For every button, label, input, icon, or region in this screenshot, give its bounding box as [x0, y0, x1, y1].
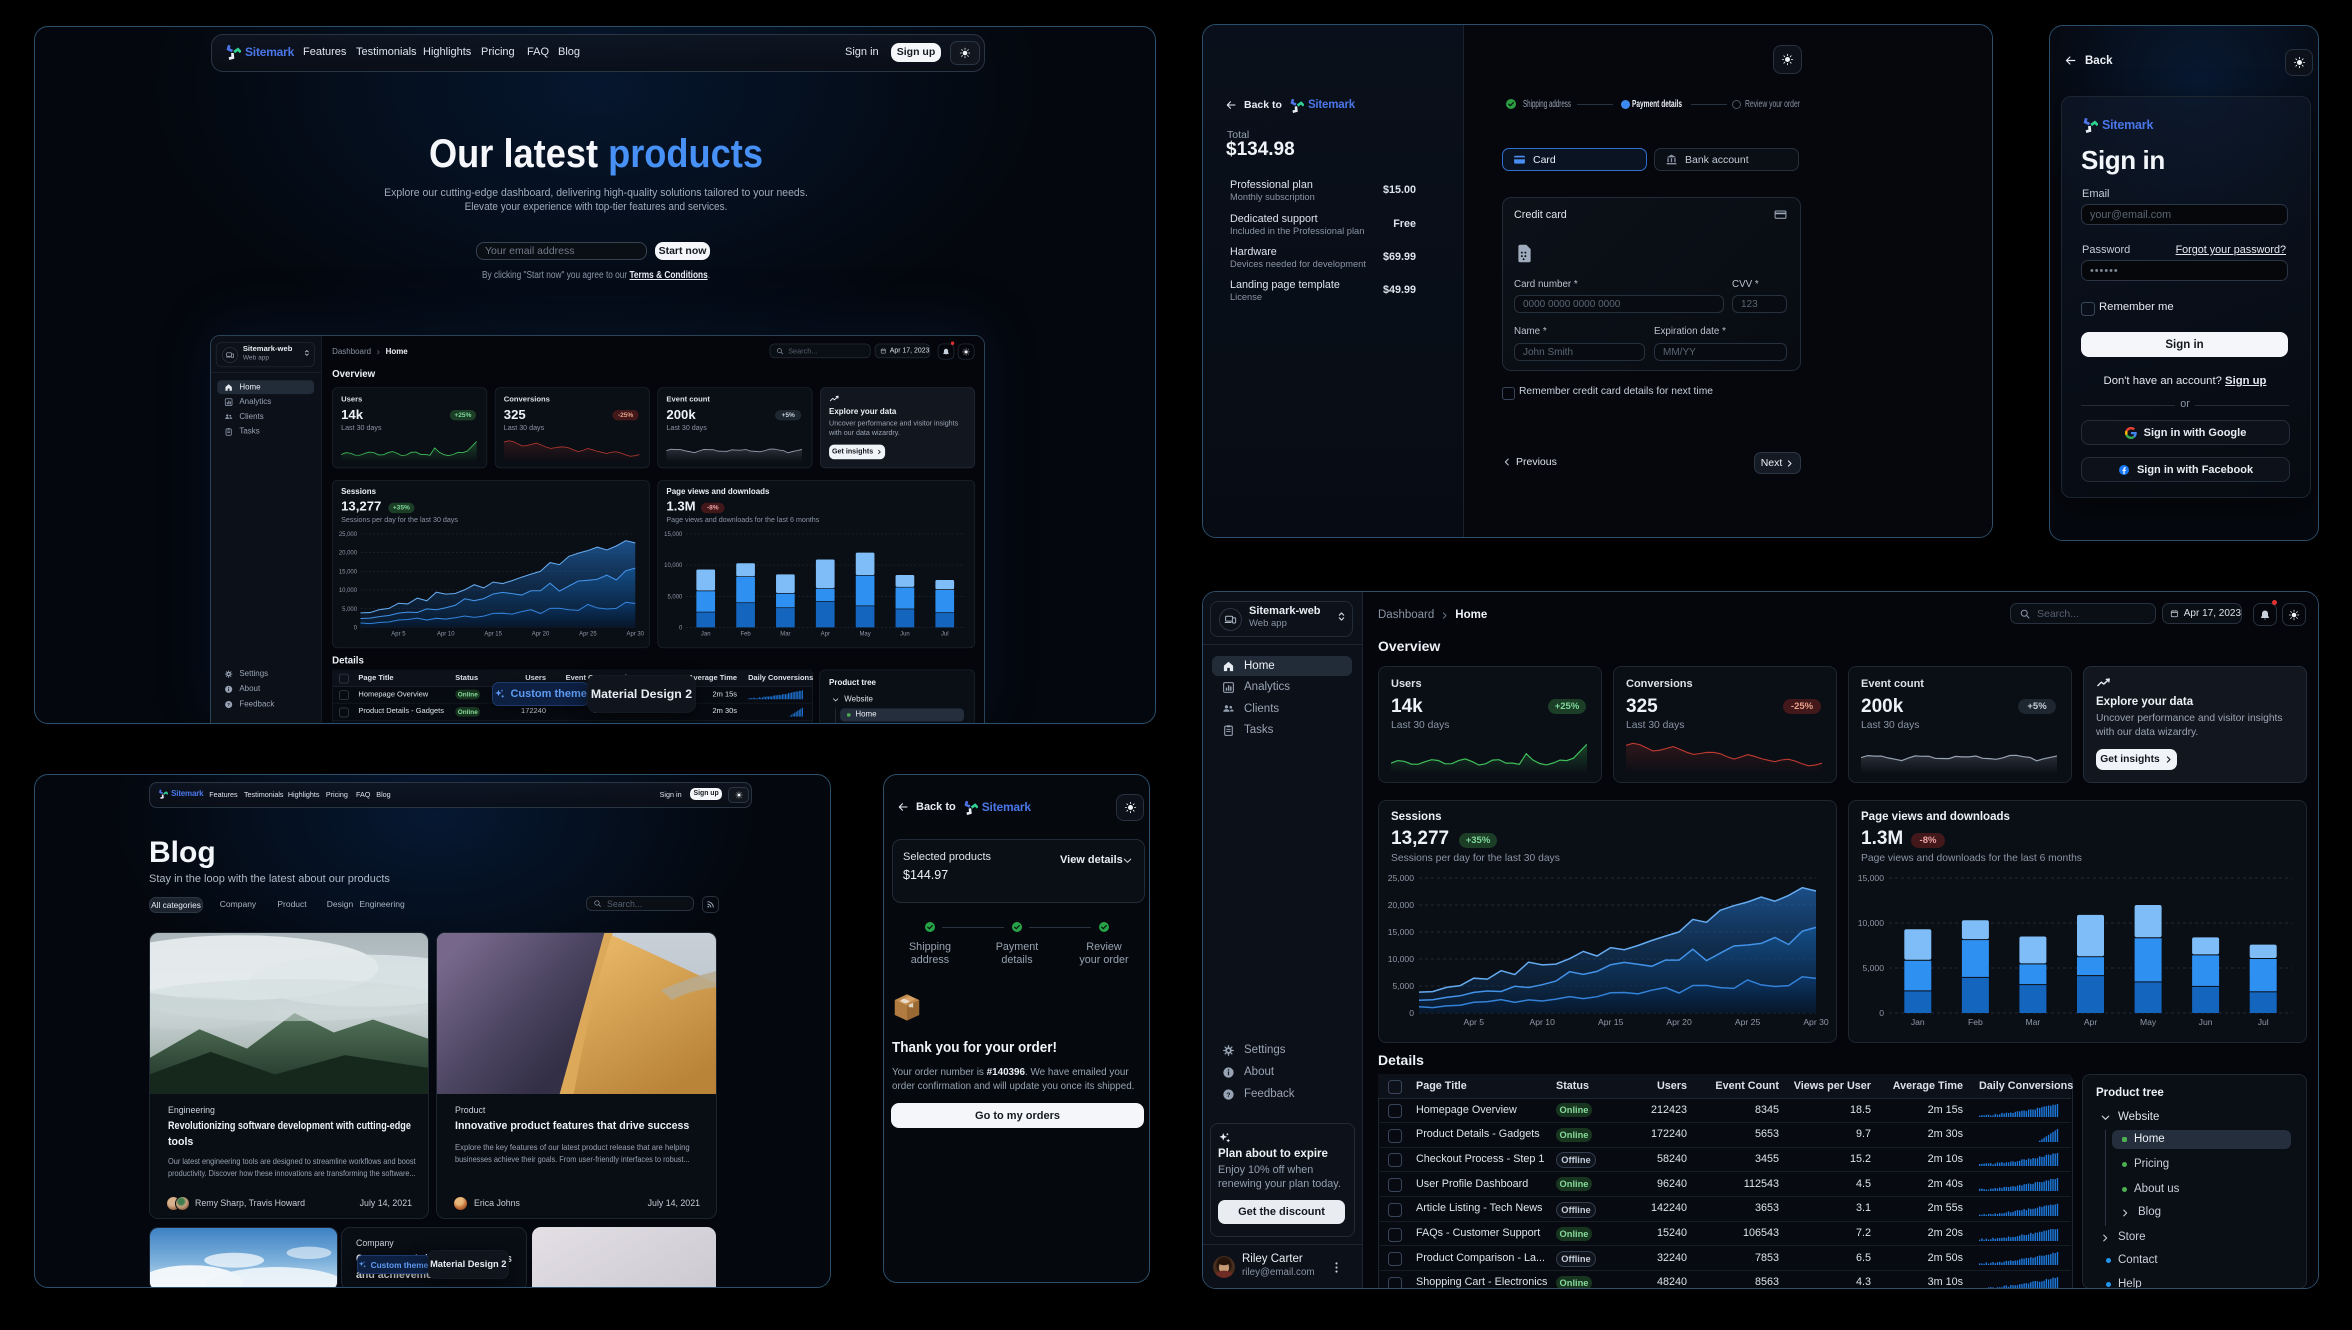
svg-text:Apr 25: Apr 25	[1735, 1017, 1761, 1027]
svg-text:Jun: Jun	[900, 632, 910, 638]
svg-text:10,000: 10,000	[664, 563, 683, 569]
svg-text:10,000: 10,000	[1388, 954, 1415, 964]
svg-text:?: ?	[1226, 1091, 1230, 1098]
svg-text:Apr 10: Apr 10	[437, 632, 455, 638]
svg-text:Apr 15: Apr 15	[484, 632, 502, 638]
svg-text:?: ?	[227, 702, 230, 707]
svg-text:Apr 10: Apr 10	[1530, 1017, 1556, 1027]
svg-text:Jan: Jan	[1911, 1017, 1925, 1027]
svg-text:Jan: Jan	[701, 632, 711, 638]
svg-text:May: May	[859, 632, 870, 638]
svg-text:5,000: 5,000	[342, 607, 358, 613]
svg-text:Jul: Jul	[941, 632, 949, 638]
svg-text:Mar: Mar	[780, 632, 790, 638]
svg-text:5,000: 5,000	[1862, 963, 1884, 973]
svg-text:0: 0	[1409, 1008, 1414, 1018]
svg-text:Feb: Feb	[1968, 1017, 1983, 1027]
svg-text:20,000: 20,000	[1388, 900, 1415, 910]
svg-text:25,000: 25,000	[1388, 873, 1415, 883]
svg-text:0: 0	[679, 625, 683, 631]
svg-text:10,000: 10,000	[1858, 918, 1885, 928]
svg-text:0: 0	[354, 625, 358, 631]
svg-text:Apr 5: Apr 5	[391, 632, 406, 638]
svg-text:Jul: Jul	[2258, 1017, 2269, 1027]
svg-text:25,000: 25,000	[339, 532, 358, 538]
svg-text:Apr 30: Apr 30	[627, 632, 645, 638]
svg-text:15,000: 15,000	[1858, 873, 1885, 883]
svg-text:Apr: Apr	[2084, 1017, 2098, 1027]
svg-text:5,000: 5,000	[667, 594, 683, 600]
svg-text:Feb: Feb	[740, 632, 751, 638]
svg-text:Apr 25: Apr 25	[579, 632, 597, 638]
svg-text:20,000: 20,000	[339, 551, 358, 557]
svg-text:Apr 30: Apr 30	[1803, 1017, 1829, 1027]
svg-text:15,000: 15,000	[1388, 927, 1415, 937]
svg-text:May: May	[2140, 1017, 2157, 1027]
svg-text:15,000: 15,000	[664, 532, 683, 538]
svg-text:Jun: Jun	[2199, 1017, 2213, 1027]
svg-text:Apr 20: Apr 20	[532, 632, 550, 638]
svg-text:Mar: Mar	[2025, 1017, 2040, 1027]
svg-text:10,000: 10,000	[339, 588, 358, 594]
svg-text:Apr 20: Apr 20	[1666, 1017, 1692, 1027]
svg-text:Apr 15: Apr 15	[1598, 1017, 1624, 1027]
svg-text:Apr 5: Apr 5	[1464, 1017, 1485, 1027]
svg-text:15,000: 15,000	[339, 569, 358, 575]
svg-text:0: 0	[1879, 1008, 1884, 1018]
svg-text:Apr: Apr	[821, 632, 830, 638]
svg-text:5,000: 5,000	[1392, 981, 1414, 991]
